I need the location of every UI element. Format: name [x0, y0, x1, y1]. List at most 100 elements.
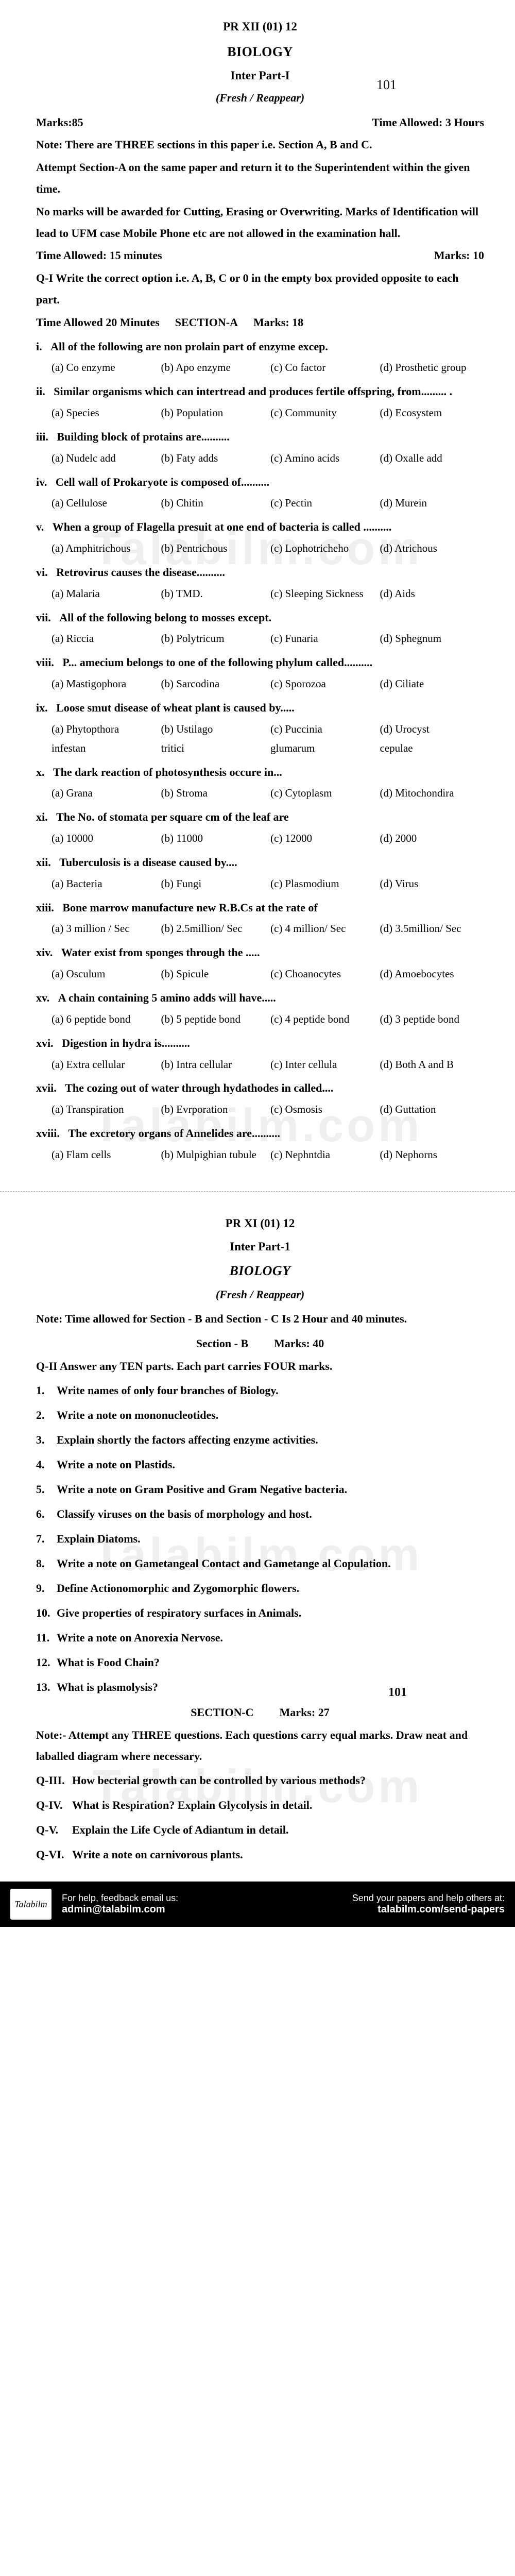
mcq-option: (b) Polytricum	[161, 629, 266, 649]
mcq-question: Similar organisms which can intertread a…	[54, 385, 452, 398]
mcq-number: vi.	[36, 566, 48, 579]
mcq-option: (a) Co enzyme	[52, 358, 156, 378]
mcq-number: iv.	[36, 476, 47, 488]
q-number: Q-IV.	[36, 1794, 72, 1817]
handwritten-note: 101	[376, 72, 397, 97]
section-b-item: 1.Write names of only four branches of B…	[36, 1379, 484, 1402]
mcq-option: (b) Evrporation	[161, 1099, 266, 1120]
mcq-options: (a) Nudelc add(b) Faty adds(c) Amino aci…	[36, 448, 484, 469]
mcq-item: xv. A chain containing 5 amino adds will…	[36, 987, 484, 1030]
section-c-list: Q-III.How becterial growth can be contro…	[36, 1769, 484, 1866]
part-label-2: Inter Part-1	[230, 1240, 290, 1253]
mcq-option: (a) 10000	[52, 828, 156, 849]
section-a-marks: Marks: 18	[253, 312, 303, 333]
subject-title: BIOLOGY	[36, 39, 484, 64]
mcq-options: (a) Amphitrichous(b) Pentrichous(c) Loph…	[36, 538, 484, 559]
q-number: Q-V.	[36, 1819, 72, 1841]
mcq-item: viii. P... amecium belongs to one of the…	[36, 652, 484, 694]
mcq-question: All of the following belong to mosses ex…	[59, 611, 271, 624]
mcq-item: xviii. The excretory organs of Annelides…	[36, 1123, 484, 1165]
handwritten-note-3: 101	[388, 1681, 407, 1705]
q-number: 7.	[36, 1528, 57, 1550]
mcq-options: (a) Malaria(b) TMD.(c) Sleeping Sickness…	[36, 584, 484, 604]
mcq-options: (a) Bacteria(b) Fungi(c) Plasmodium(d) V…	[36, 874, 484, 894]
mcq-item: i. All of the following are non prolain …	[36, 336, 484, 379]
mcq-item: xiv. Water exist from sponges through th…	[36, 942, 484, 985]
marks-label: Marks:85	[36, 112, 83, 133]
mcq-item: xvii. The cozing out of water through hy…	[36, 1077, 484, 1120]
mcq-option: (c) Inter cellula	[270, 1055, 375, 1075]
mcq-option: (a) Nudelc add	[52, 448, 156, 469]
mcq-number: xvii.	[36, 1081, 57, 1094]
section-c-item: Q-III.How becterial growth can be contro…	[36, 1769, 484, 1792]
mcq-number: xiv.	[36, 946, 53, 959]
footer-send: Send your papers and help others at: tal…	[288, 1893, 505, 1916]
q-number: 13.	[36, 1676, 57, 1699]
mcq-option: (c) Osmosis	[270, 1099, 375, 1120]
mcq-option: (d) Both A and B	[380, 1055, 485, 1075]
section-b-item: 8.Write a note on Gametangeal Contact an…	[36, 1552, 484, 1575]
mcq-question: Cell wall of Prokaryote is composed of..…	[56, 476, 269, 488]
section-b-item: 12.What is Food Chain?	[36, 1651, 484, 1674]
mcq-option: (c) Nephntdia	[270, 1145, 375, 1165]
mcq-options: (a) Mastigophora(b) Sarcodina(c) Sporozo…	[36, 674, 484, 694]
mcq-question: Building block of protains are..........	[57, 430, 229, 443]
mcq-options: (a) Co enzyme(b) Apo enzyme(c) Co factor…	[36, 358, 484, 378]
q-number: Q-VI.	[36, 1843, 72, 1866]
q-number: 1.	[36, 1379, 57, 1402]
mcq-option: (a) Species	[52, 403, 156, 423]
exam-paper-section-a: Talabilm.com Talabilm.com 101 PR XII (01…	[0, 0, 515, 1181]
mcq-option: (d) Murein	[380, 493, 485, 514]
section-b-item: 7.Explain Diatoms.	[36, 1528, 484, 1550]
note-time-bc: Note: Time allowed for Section - B and S…	[36, 1308, 484, 1330]
mcq-options: (a) 6 peptide bond(b) 5 peptide bond(c) …	[36, 1009, 484, 1030]
mcq-option: (b) TMD.	[161, 584, 266, 604]
mcq-options: (a) Species(b) Population(c) Community(d…	[36, 403, 484, 423]
mcq-item: xvi. Digestion in hydra is..........(a) …	[36, 1032, 484, 1075]
mcq-question: Retrovirus causes the disease..........	[56, 566, 225, 579]
note-rules: No marks will be awarded for Cutting, Er…	[36, 201, 484, 244]
mcq-options: (a) Riccia(b) Polytricum(c) Funaria(d) S…	[36, 629, 484, 649]
mcq-option: (d) Prosthetic group	[380, 358, 485, 378]
mcq-question: A chain containing 5 amino adds will hav…	[58, 991, 276, 1004]
mcq-option: (c) Funaria	[270, 629, 375, 649]
mcq-option: (d) 3.5million/ Sec	[380, 919, 485, 939]
mcq-option: (b) 2.5million/ Sec	[161, 919, 266, 939]
q-text: What is Respiration? Explain Glycolysis …	[72, 1799, 312, 1811]
q-number: 8.	[36, 1552, 57, 1575]
section-c-item: Q-VI.Write a note on carnivorous plants.	[36, 1843, 484, 1866]
fresh-reappear-2: (Fresh / Reappear)	[36, 1284, 484, 1306]
mcq-item: xii. Tuberculosis is a disease caused by…	[36, 852, 484, 894]
footer-help: For help, feedback email us: admin@talab…	[62, 1893, 278, 1916]
mcq-option: (a) Amphitrichous	[52, 538, 156, 559]
mcq-option: (b) Population	[161, 403, 266, 423]
mcq-question: The cozing out of water through hydathod…	[65, 1081, 333, 1094]
q-number: 2.	[36, 1404, 57, 1427]
footer-bar: Talabilm For help, feedback email us: ad…	[0, 1882, 515, 1927]
mcq-question: Water exist from sponges through the ...…	[61, 946, 260, 959]
mcq-option: (a) Malaria	[52, 584, 156, 604]
mcq-item: iv. Cell wall of Prokaryote is composed …	[36, 471, 484, 514]
subject-title-2: BIOLOGY	[36, 1258, 484, 1283]
q-text: What is Food Chain?	[57, 1656, 160, 1669]
mcq-item: xi. The No. of stomata per square cm of …	[36, 806, 484, 849]
mcq-option: (b) 11000	[161, 828, 266, 849]
mcq-option: (d) Guttation	[380, 1099, 485, 1120]
mcq-number: xv.	[36, 991, 49, 1004]
section-c-item: Q-V.Explain the Life Cycle of Adiantum i…	[36, 1819, 484, 1841]
mcq-item: ii. Similar organisms which can intertre…	[36, 381, 484, 423]
section-c-item: Q-IV.What is Respiration? Explain Glycol…	[36, 1794, 484, 1817]
mcq-option: (b) Spicule	[161, 964, 266, 985]
mcq-option: (b) Mulpighian tubule	[161, 1145, 266, 1165]
mcq-item: iii. Building block of protains are.....…	[36, 426, 484, 469]
mcq-option: (a) 6 peptide bond	[52, 1009, 156, 1030]
mcq-option: (a) Cellulose	[52, 493, 156, 514]
section-b-item: 2.Write a note on mononucleotides.	[36, 1404, 484, 1427]
mcq-option: (a) Flam cells	[52, 1145, 156, 1165]
q-number: 11.	[36, 1626, 57, 1649]
mcq-options: (a) Transpiration(b) Evrporation(c) Osmo…	[36, 1099, 484, 1120]
mcq-options: (a) Osculum(b) Spicule(c) Choanocytes(d)…	[36, 964, 484, 985]
mcq-number: x.	[36, 766, 45, 778]
q-text: Write a note on Anorexia Nervose.	[57, 1631, 223, 1644]
part-label: Inter Part-I	[36, 64, 484, 87]
